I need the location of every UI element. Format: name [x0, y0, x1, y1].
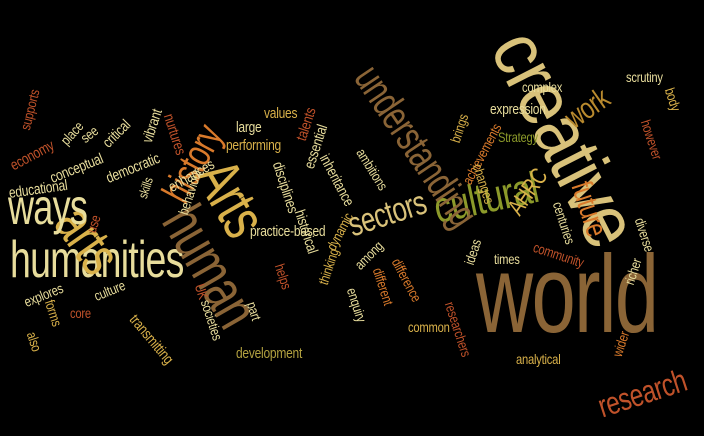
word-sectors: sectors [343, 183, 431, 245]
word-values: values [264, 105, 298, 122]
word-enquiry: enquiry [343, 285, 370, 325]
word-ambitions: ambitions [353, 145, 392, 193]
word-core: core [70, 305, 91, 321]
word-thinking: thinking [315, 246, 342, 287]
word-analytical: analytical [516, 351, 561, 367]
word-expression: expression [490, 101, 546, 118]
word-different: different [369, 265, 397, 308]
word-development: development [236, 345, 303, 362]
word-helps: helps [271, 261, 295, 292]
word-complex: complex [522, 79, 563, 95]
word-body: body [661, 85, 685, 113]
word-economy: economy [7, 137, 58, 175]
word-supports: supports [17, 87, 43, 132]
word-vibrant: vibrant [139, 107, 166, 145]
word-practice-based: practice-based [250, 223, 326, 240]
word-inheritance: inheritance [315, 151, 358, 210]
word-however: however [637, 117, 666, 162]
word-strategy: Strategy [498, 129, 538, 145]
word-humanities: humanities [10, 231, 184, 289]
word-research: research [593, 362, 691, 425]
word-large: large [236, 119, 262, 136]
word-world: world [476, 233, 659, 356]
word-critical: critical [99, 116, 135, 152]
word-transmitting: transmitting [125, 311, 177, 368]
word-scrutiny: scrutiny [626, 69, 663, 85]
word-ways: ways [8, 179, 88, 235]
word-times: times [494, 251, 520, 267]
word-common: common [408, 319, 450, 335]
word-performing: performing [226, 137, 281, 154]
word-also: also [23, 329, 46, 354]
word-skills: skills [135, 175, 156, 201]
word-brings: brings [447, 111, 472, 145]
